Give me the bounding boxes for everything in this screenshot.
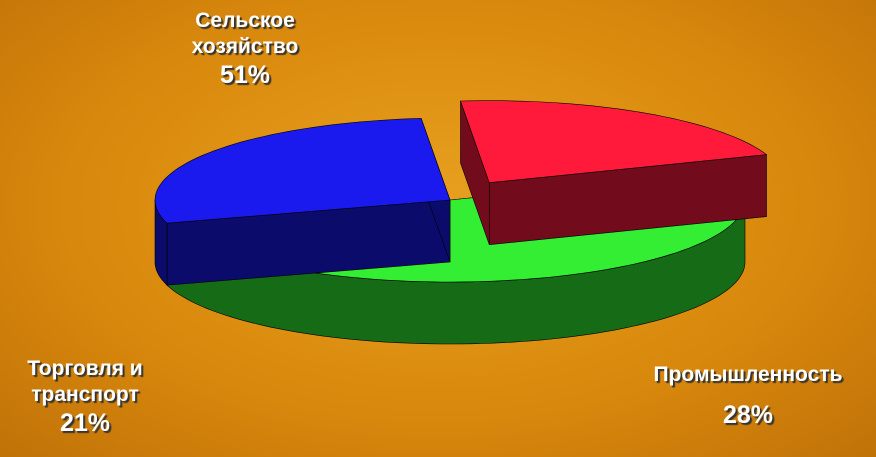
pie-slice [460,100,768,246]
slice-label: Промышленность 28% [620,362,876,430]
slice-label: Сельское хозяйство 51% [170,8,320,90]
slice-label: Торговля и транспорт 21% [0,356,170,438]
slice-name: Промышленность [653,363,843,386]
slice-value: 21% [59,409,111,437]
slice-value: 51% [219,61,271,89]
slice-value: 28% [722,401,774,429]
slice-name: Торговля и транспорт [27,357,143,406]
slice-top [154,118,451,224]
pie-slice [154,118,451,286]
slice-name: Сельское хозяйство [191,9,299,58]
slice-top [460,100,768,184]
